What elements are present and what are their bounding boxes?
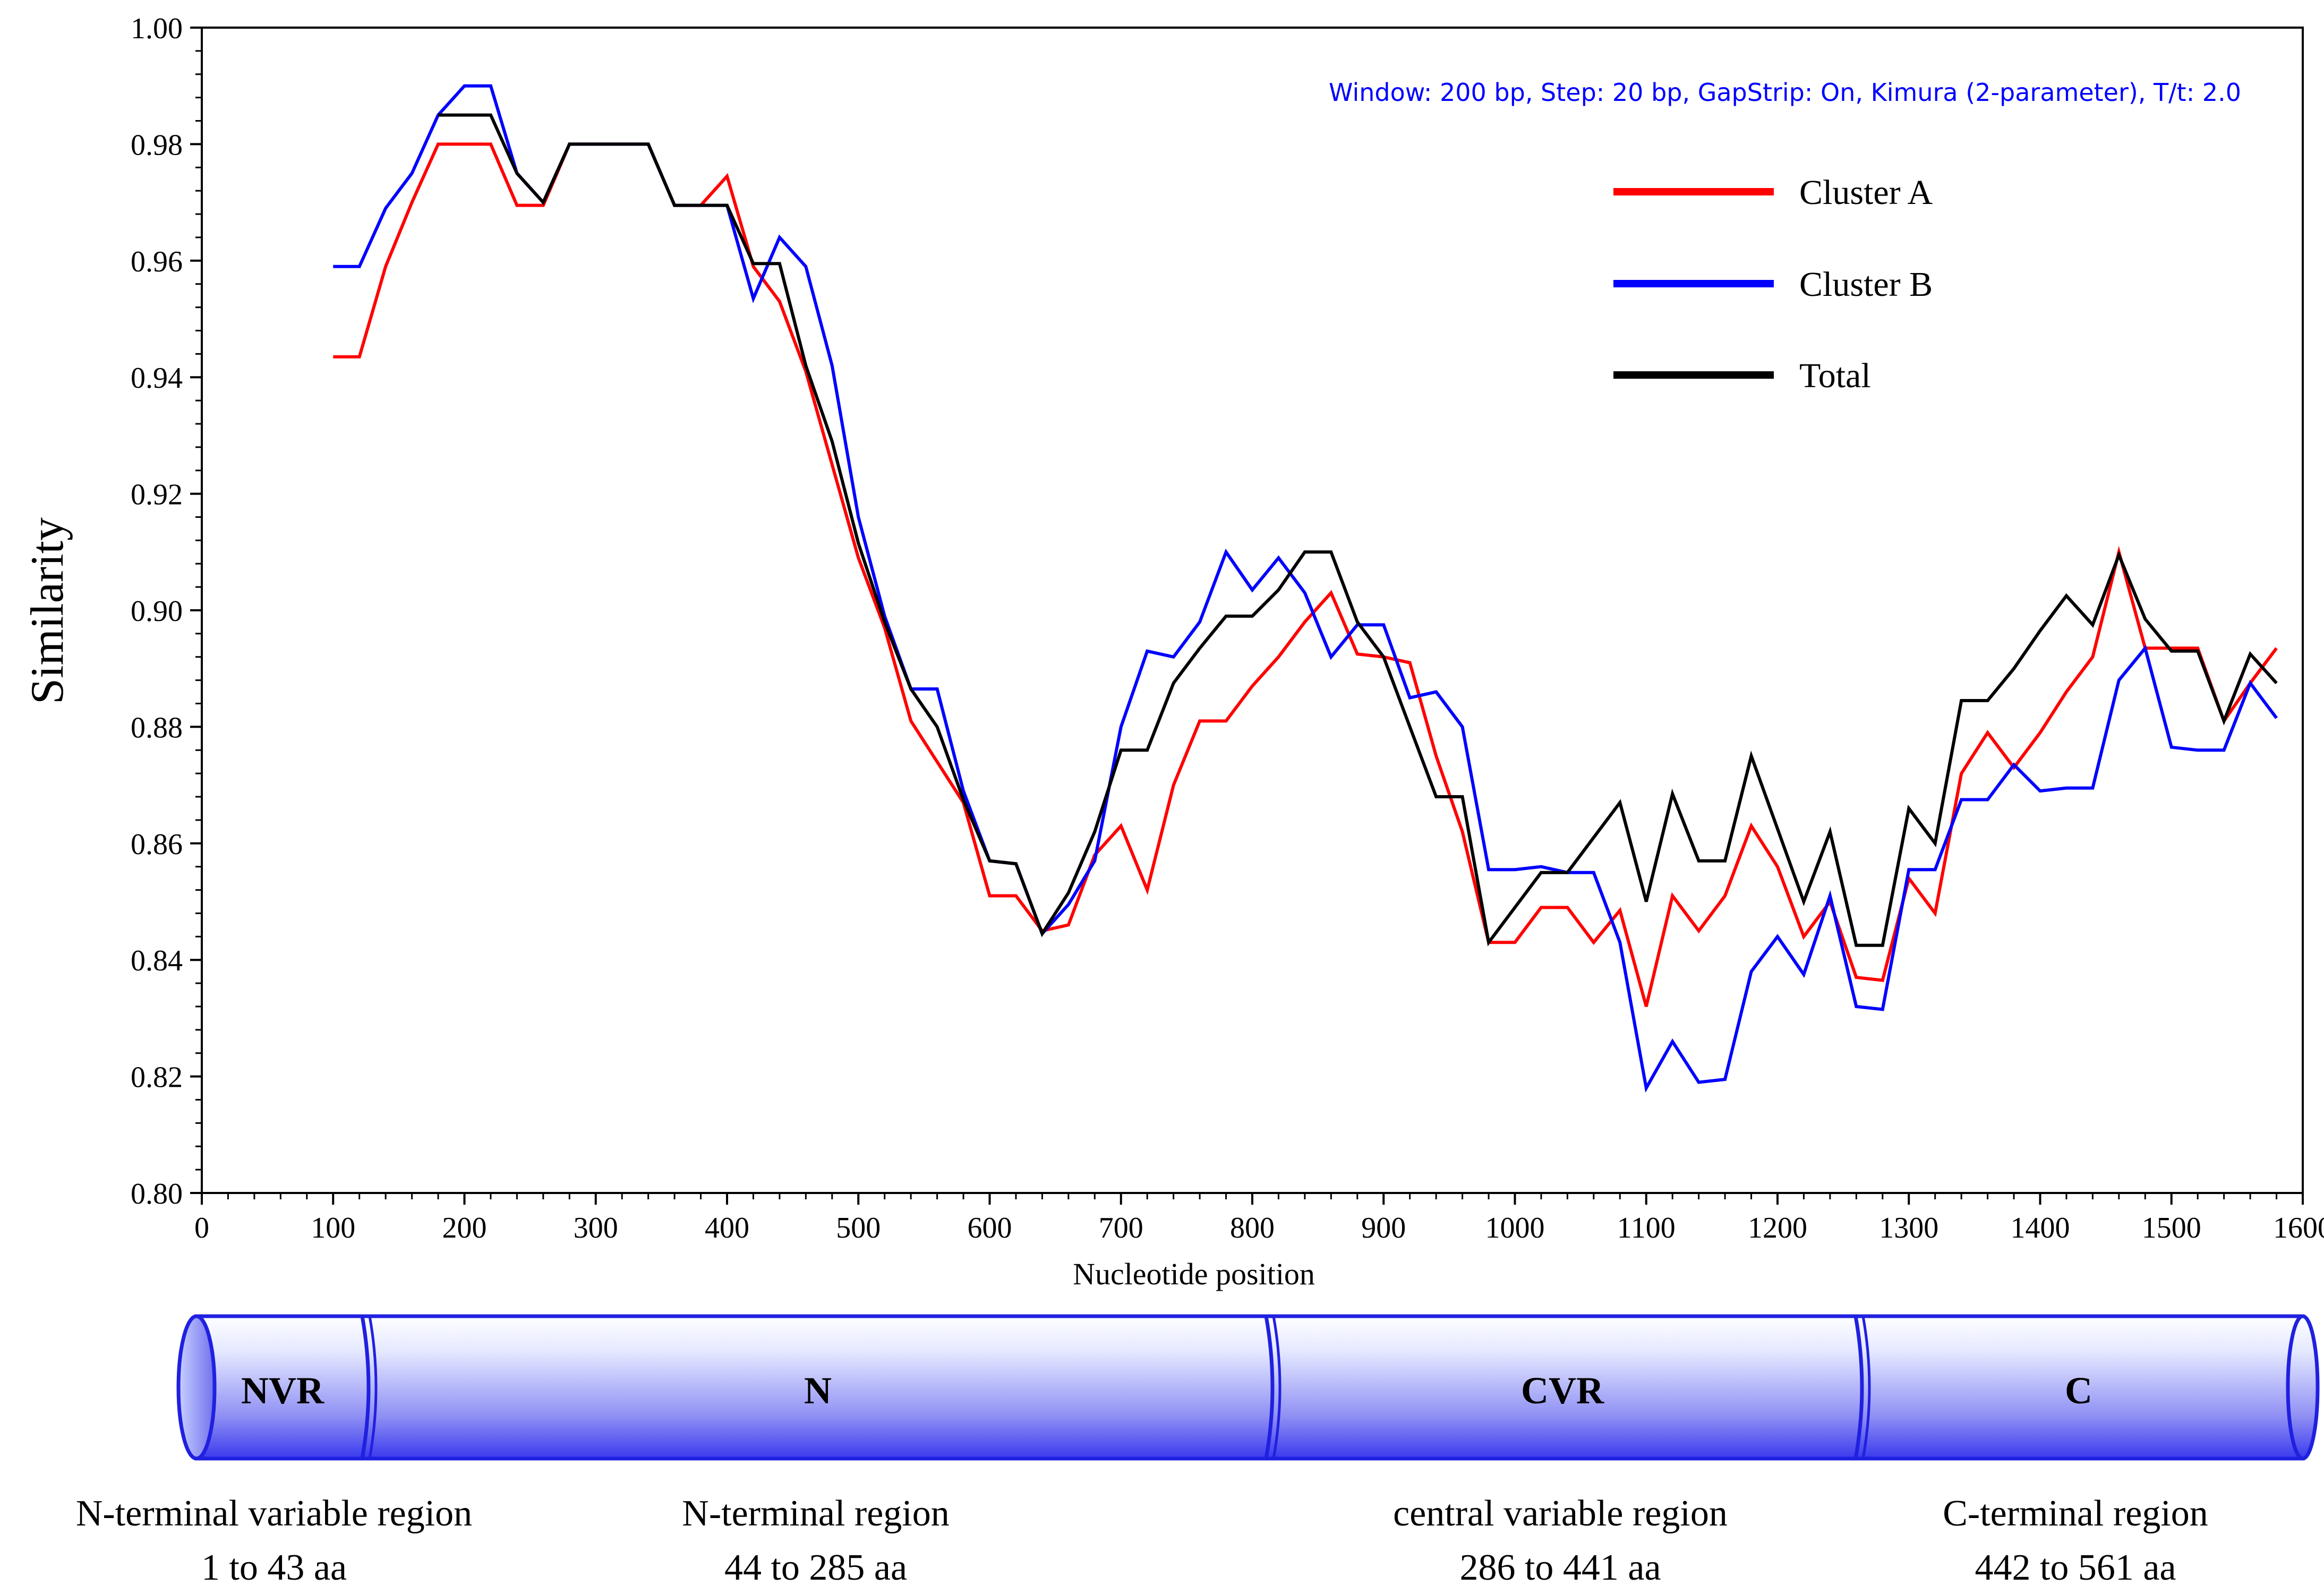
domain-divider-n-cvr-inner [1272,1316,1281,1459]
domain-abbr-nvr: NVR [241,1369,324,1412]
legend-label-cluster-a: Cluster A [1799,173,1933,212]
domain-divider-nvr-n-inner [368,1316,378,1459]
x-axis-label: Nucleotide position [1073,1257,1315,1291]
legend: Cluster A Cluster B Total [1613,173,1933,395]
x-tick-label: 400 [705,1212,749,1244]
domain-name-c: C-terminal region [1943,1493,2208,1534]
x-tick-label: 1400 [2011,1212,2070,1244]
domain-range-cvr: 286 to 441 aa [1459,1547,1661,1588]
y-tick-label: 0.94 [131,362,183,395]
domain-range-c: 442 to 561 aa [1975,1547,2176,1588]
y-tick-label: 1.00 [131,12,183,45]
domain-divider-n-cvr [1264,1316,1275,1459]
protein-domain-bar: NVR N CVR C [176,1314,2320,1461]
x-axis-ticks: 0 100 200 300 400 500 600 700 800 900 1000 1100 1200… [194,1193,2324,1244]
domain-abbr-c: C [2065,1369,2092,1412]
x-tick-label: 100 [311,1212,355,1244]
y-tick-label: 0.86 [131,828,183,861]
plot-frame [201,27,2304,1194]
x-tick-label: 700 [1099,1212,1143,1244]
y-tick-label: 0.90 [131,595,183,628]
x-tick-label: 1500 [2142,1212,2201,1244]
domain-divider-nvr-n [360,1316,371,1459]
y-tick-label: 0.96 [131,245,183,278]
x-tick-label: 1200 [1748,1212,1807,1244]
settings-annotation: Window: 200 bp, Step: 20 bp, GapStrip: O… [1329,78,2241,107]
domain-abbr-n: N [804,1369,832,1412]
y-axis-label: Similarity [22,517,73,704]
domain-bar-body [194,1314,2305,1461]
legend-label-total: Total [1799,356,1871,395]
domain-name-cvr: central variable region [1393,1493,1728,1534]
x-tick-label: 1000 [1485,1212,1545,1244]
x-tick-label: 900 [1361,1212,1406,1244]
x-tick-label: 1100 [1617,1212,1676,1244]
domain-divider-cvr-c-inner [1861,1316,1871,1459]
domain-name-nvr: N-terminal variable region [76,1493,472,1534]
series-line-total [438,113,2278,947]
x-tick-label: 600 [968,1212,1012,1244]
legend-label-cluster-b: Cluster B [1799,265,1933,304]
x-tick-label: 0 [194,1212,209,1244]
y-tick-label: 0.84 [131,944,183,977]
domain-descriptions: N-terminal variable region 1 to 43 aa N-… [76,1493,2208,1588]
x-tick-label: 300 [574,1212,618,1244]
y-tick-label: 0.82 [131,1061,183,1094]
domain-abbr-cvr: CVR [1521,1369,1604,1412]
domain-bar-left-cap [176,1314,217,1461]
domain-range-nvr: 1 to 43 aa [201,1547,347,1588]
x-tick-label: 1600 [2273,1212,2324,1244]
y-axis-ticks: 0.80 0.82 0.84 0.86 0.88 0.90 0.92 0.94 0.96 0.98… [131,12,202,1211]
domain-name-n: N-terminal region [682,1493,949,1534]
x-tick-label: 1300 [1879,1212,1938,1244]
domain-range-n: 44 to 285 aa [724,1547,907,1588]
x-tick-label: 200 [442,1212,487,1244]
y-tick-label: 0.80 [131,1178,183,1211]
x-tick-label: 800 [1230,1212,1275,1244]
y-tick-label: 0.98 [131,129,183,161]
y-tick-label: 0.92 [131,479,183,512]
plot-area: 0.80 0.82 0.84 0.86 0.88 0.90 0.92 0.94 0.96 0.98… [22,12,2324,1291]
x-tick-label: 500 [836,1212,881,1244]
y-tick-label: 0.88 [131,711,183,744]
series-lines [333,84,2278,1093]
domain-divider-cvr-c [1853,1316,1864,1459]
domain-bar-right-cap [2286,1314,2320,1461]
